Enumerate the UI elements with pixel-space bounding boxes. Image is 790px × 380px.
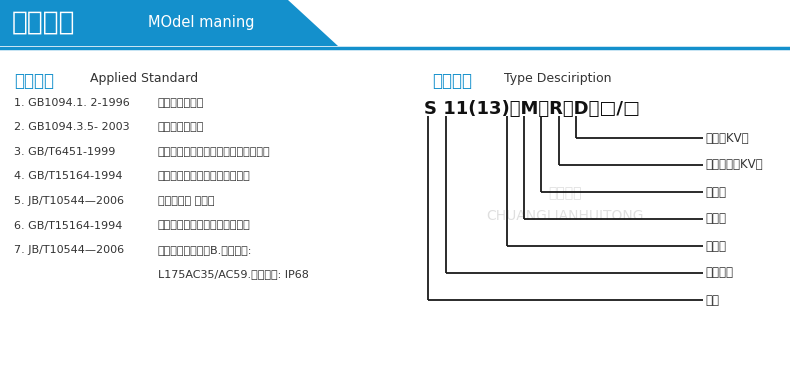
Bar: [0, 0, 790, 46]
Text: 1. GB1094.1. 2-1996: 1. GB1094.1. 2-1996: [14, 98, 130, 108]
Text: 产品标准: 产品标准: [14, 72, 54, 90]
Text: MOdel maning: MOdel maning: [148, 16, 254, 30]
Text: 《电力变压器》: 《电力变压器》: [158, 98, 205, 108]
Text: Type Desciription: Type Desciription: [504, 72, 611, 85]
Text: 熔断型: 熔断型: [705, 212, 726, 225]
Text: 全密封: 全密封: [705, 239, 726, 252]
Text: 地埋式: 地埋式: [705, 185, 726, 198]
Text: 设计序号: 设计序号: [705, 266, 733, 280]
Text: 4. GB/T15164-1994: 4. GB/T15164-1994: [14, 171, 122, 182]
Text: L175AC35/AC59.防护等级: IP68: L175AC35/AC59.防护等级: IP68: [158, 269, 309, 280]
Text: 《地下式变压器》B.绝缘水平:: 《地下式变压器》B.绝缘水平:: [158, 245, 252, 255]
Text: 《油浸式电力变压器负载导则》: 《油浸式电力变压器负载导则》: [158, 171, 250, 182]
Text: 《油浸式电力变压器负载导则》: 《油浸式电力变压器负载导则》: [158, 220, 250, 231]
Polygon shape: [288, 0, 790, 46]
Text: 6. GB/T15164-1994: 6. GB/T15164-1994: [14, 220, 122, 231]
Text: 7. JB/T10544—2006: 7. JB/T10544—2006: [14, 245, 124, 255]
Text: 《三相油浸式变压器技术参数和要求》: 《三相油浸式变压器技术参数和要求》: [158, 147, 271, 157]
Text: 额定容量（KV）: 额定容量（KV）: [705, 158, 762, 171]
Text: 3. GB/T6451-1999: 3. GB/T6451-1999: [14, 147, 130, 157]
Text: Applied Standard: Applied Standard: [90, 72, 198, 85]
Text: 三相: 三相: [705, 293, 719, 307]
Text: 2. GB1094.3.5- 2003: 2. GB1094.3.5- 2003: [14, 122, 130, 133]
Text: 创联汇通
CHUANGLIANHUITONG: 创联汇通 CHUANGLIANHUITONG: [487, 187, 644, 223]
Text: 5. JB/T10544—2006: 5. JB/T10544—2006: [14, 196, 124, 206]
Text: 《电力变压器》: 《电力变压器》: [158, 122, 205, 133]
Text: 型号说明: 型号说明: [432, 72, 472, 90]
Text: S 11(13)－M－R－D－□/□: S 11(13)－M－R－D－□/□: [424, 100, 640, 118]
Text: 型号含义: 型号含义: [12, 10, 76, 36]
Text: 《地下式变 压器》: 《地下式变 压器》: [158, 196, 215, 206]
Text: 电压（KV）: 电压（KV）: [705, 131, 749, 144]
